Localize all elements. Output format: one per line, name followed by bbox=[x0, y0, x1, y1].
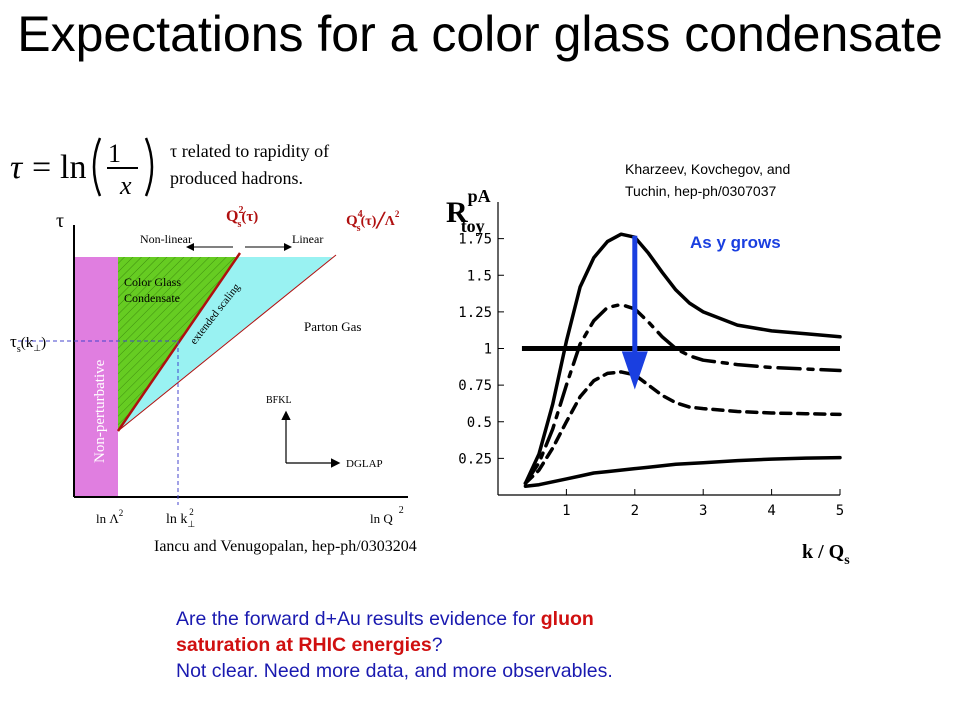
tau-s-label: τs(k⊥) bbox=[10, 332, 46, 355]
formula-den: x bbox=[119, 171, 132, 200]
question-prefix: Are the forward d+Au results evidence fo… bbox=[176, 608, 541, 630]
answer-text: Not clear. Need more data, and more obse… bbox=[176, 660, 613, 682]
y-tick-label: 0.75 bbox=[458, 378, 492, 394]
formula-num: 1 bbox=[108, 139, 121, 168]
right-citation-line2: Tuchin, hep-ph/0307037 bbox=[625, 183, 777, 199]
tau-note-line2: produced hadrons. bbox=[170, 168, 303, 188]
non-perturbative-region bbox=[74, 257, 118, 497]
right-citation: Kharzeev, Kovchegov, and Tuchin, hep-ph/… bbox=[625, 158, 790, 202]
question-red-2: saturation at RHIC energies bbox=[176, 634, 432, 656]
y-tick-label: 1 bbox=[484, 342, 492, 358]
tau-note: τ related to rapidity of produced hadron… bbox=[170, 138, 329, 192]
saturation-line bbox=[116, 252, 242, 432]
tau-note-line1: related to rapidity of bbox=[177, 141, 330, 161]
left-paren bbox=[92, 137, 102, 197]
non-perturbative-label: Non-perturbative bbox=[92, 359, 108, 463]
x-tick-label: 3 bbox=[699, 503, 707, 519]
dglap-label: DGLAP bbox=[346, 458, 383, 470]
y-tick-label: 0.25 bbox=[458, 451, 492, 467]
y-tick-label: 0.5 bbox=[467, 415, 492, 431]
formula-eq: = bbox=[32, 149, 51, 186]
parton-gas-label: Parton Gas bbox=[304, 319, 361, 334]
formula-lhs: τ bbox=[10, 149, 24, 186]
series-line-dashed bbox=[523, 370, 842, 486]
page-title: Expectations for a color glass condensat… bbox=[17, 6, 943, 62]
y-axis-label: τ bbox=[56, 210, 64, 232]
series-line-dash-dot bbox=[523, 302, 842, 486]
chart-ticks: 0.25 0.5 0.75 1 1.25 1.5 1.75 1 2 3 4 5 bbox=[458, 232, 844, 519]
phase-diagram: τ Non-linear Linear Q2 s(τ) Q4 s(τ)╱Λ2 Col… bbox=[10, 205, 408, 529]
formula-ln: ln bbox=[60, 149, 86, 186]
y-tick-label: 1.25 bbox=[458, 305, 492, 321]
tick-lnlambda: ln Λ2 bbox=[96, 508, 123, 526]
y-tick-label: 1.75 bbox=[458, 232, 492, 248]
right-citation-line1: Kharzeev, Kovchegov, and bbox=[625, 161, 791, 177]
bfkl-label: BFKL bbox=[266, 395, 292, 406]
y-tick-label: 1.5 bbox=[467, 268, 492, 284]
nonlinear-label: Non-linear bbox=[140, 232, 192, 246]
rpa-chart: 0.25 0.5 0.75 1 1.25 1.5 1.75 1 2 3 4 5 RpA toy k / … bbox=[446, 186, 850, 568]
chart-xlabel: k / Qs bbox=[802, 541, 850, 568]
x-axis-label: ln Q2 bbox=[370, 505, 404, 526]
left-citation: Iancu and Venugopalan, hep-ph/0303204 bbox=[154, 538, 417, 555]
qs4-label: Q4 s(τ)╱Λ2 bbox=[346, 209, 400, 234]
tau-note-symbol: τ bbox=[170, 141, 178, 161]
scaling-line bbox=[117, 254, 337, 432]
bottom-text: Are the forward d+Au results evidence fo… bbox=[176, 606, 613, 684]
tick-lnk: ln k⊥2 bbox=[166, 507, 195, 529]
tau-formula: τ = ln 1 x bbox=[10, 137, 154, 200]
qs2-label: Q2 s(τ) bbox=[226, 205, 258, 230]
question-suffix: ? bbox=[431, 634, 443, 656]
chart-series bbox=[521, 232, 842, 488]
x-tick-label: 1 bbox=[562, 503, 570, 519]
x-tick-label: 5 bbox=[836, 503, 844, 519]
x-tick-label: 2 bbox=[631, 503, 639, 519]
cgc-label-line2: Condensate bbox=[124, 291, 180, 305]
cgc-label-line1: Color Glass bbox=[124, 275, 181, 289]
question-red-1: gluon bbox=[540, 608, 594, 630]
right-paren bbox=[144, 137, 154, 197]
x-tick-label: 4 bbox=[767, 503, 775, 519]
chart-annotation: As y grows bbox=[690, 233, 781, 252]
linear-label: Linear bbox=[292, 232, 323, 246]
series-line-solid-low bbox=[523, 455, 842, 488]
chart-ylabel: RpA toy bbox=[446, 186, 491, 236]
trend-arrow-head bbox=[621, 351, 648, 390]
series-line-solid bbox=[523, 232, 842, 486]
